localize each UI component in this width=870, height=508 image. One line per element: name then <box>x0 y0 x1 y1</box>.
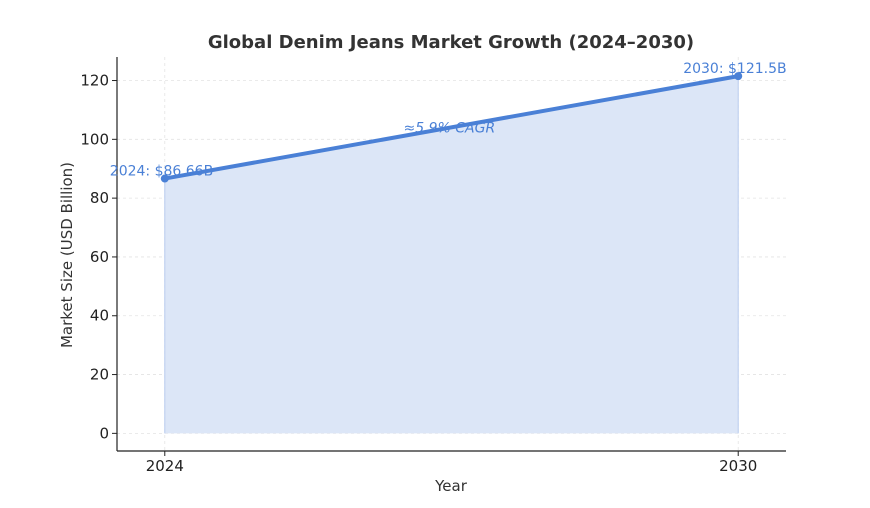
y-tick-label: 40 <box>90 307 109 325</box>
chart-title: Global Denim Jeans Market Growth (2024–2… <box>208 32 694 53</box>
y-axis-ticks: 0 20 40 60 80 100 120 <box>80 72 117 442</box>
x-axis-ticks: 2024 2030 <box>146 451 757 475</box>
y-tick-label: 80 <box>90 189 109 207</box>
y-tick-label: 100 <box>80 130 109 148</box>
annotations: 2024: $86.66B 2030: $121.5B ≈5.9% CAGR <box>110 61 787 179</box>
data-point <box>734 72 743 81</box>
data-point <box>160 174 169 183</box>
series-line <box>162 74 741 181</box>
y-tick-label: 20 <box>90 366 109 384</box>
annotation-start: 2024: $86.66B <box>110 164 213 180</box>
x-axis-label: Year <box>434 477 468 495</box>
y-tick-label: 60 <box>90 248 109 266</box>
y-tick-label: 0 <box>99 424 109 442</box>
data-points <box>160 72 743 183</box>
y-tick-label: 120 <box>80 72 109 90</box>
annotation-cagr: ≈5.9% CAGR <box>404 121 496 137</box>
x-tick-label: 2030 <box>719 457 757 475</box>
area-fill <box>164 76 739 434</box>
annotation-end: 2030: $121.5B <box>683 61 786 77</box>
x-tick-label: 2024 <box>146 457 184 475</box>
y-axis-label: Market Size (USD Billion) <box>58 162 76 348</box>
